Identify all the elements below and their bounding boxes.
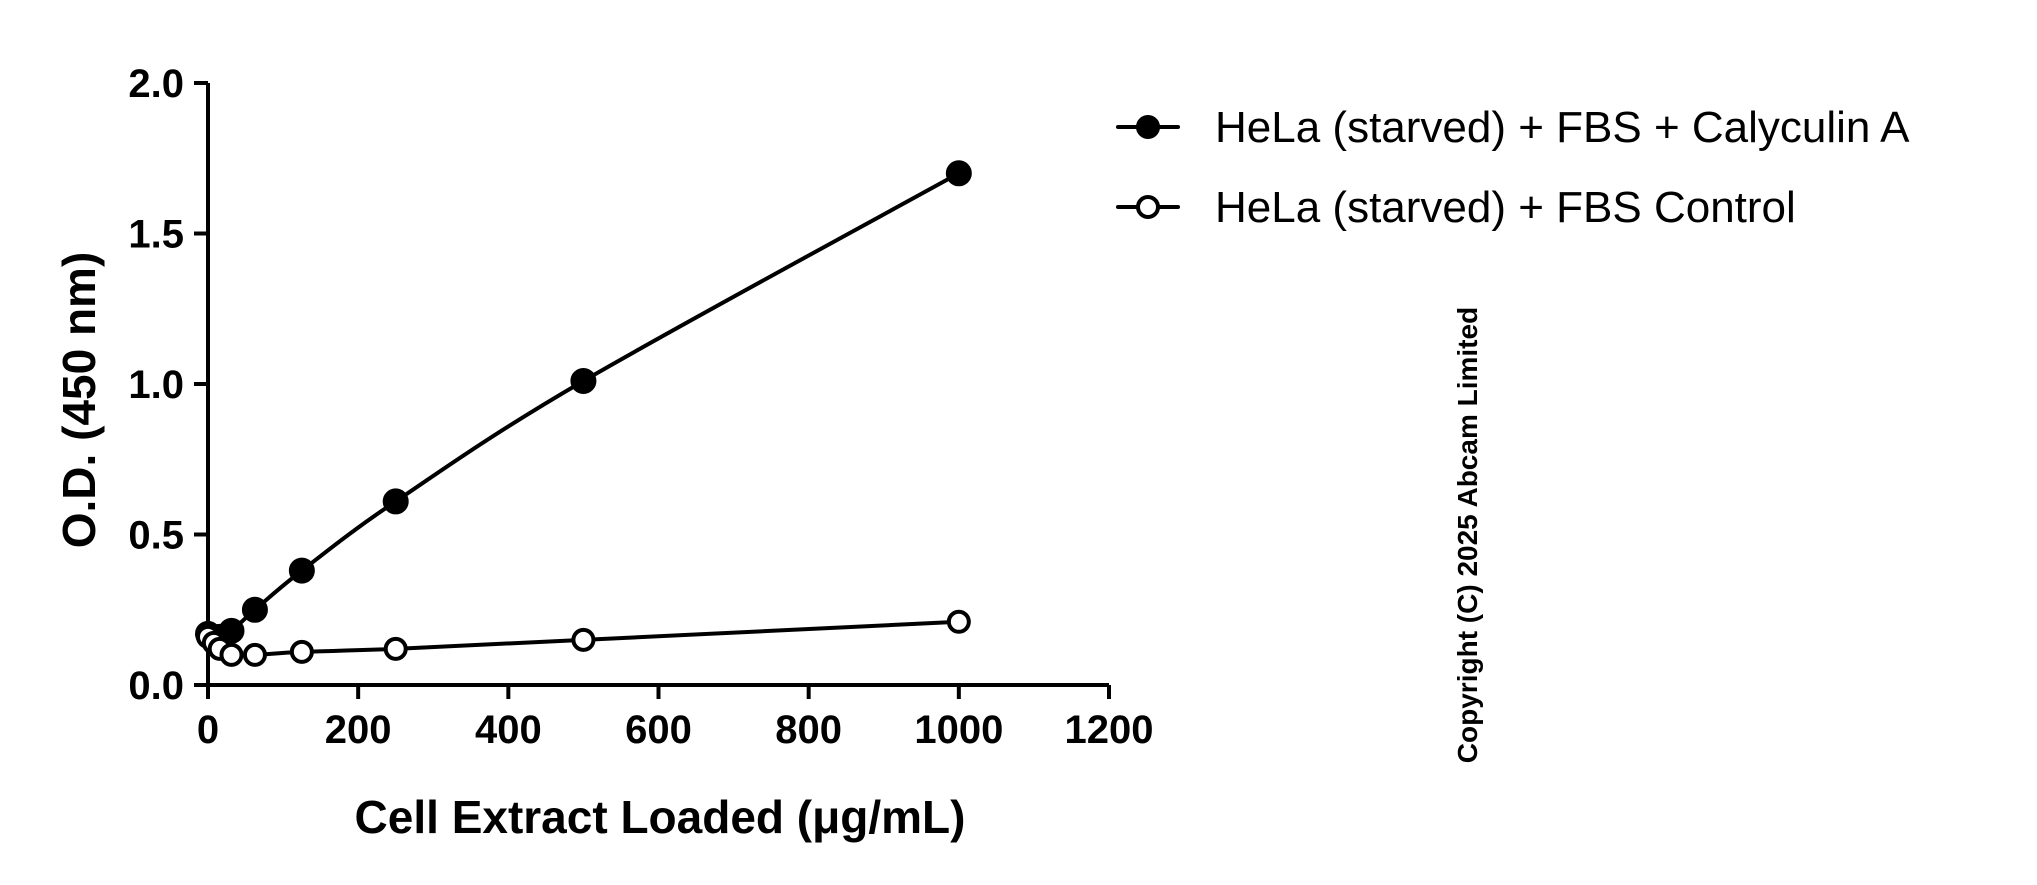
copyright-annotation: Copyright (C) 2025 Abcam Limited	[1452, 307, 1483, 763]
data-point	[288, 557, 315, 584]
series-2	[196, 609, 971, 667]
x-tick-label: 0	[197, 708, 219, 752]
data-point	[219, 642, 244, 667]
legend-entry-1: HeLa (starved) + FBS + Calyculin A	[1116, 103, 1910, 152]
legend-label-2: HeLa (starved) + FBS Control	[1215, 183, 1796, 232]
x-tick-label: 400	[475, 708, 542, 752]
data-point	[241, 596, 268, 623]
y-tick-label: 0.5	[128, 514, 184, 558]
y-tick-label: 1.5	[128, 213, 184, 257]
series-1	[195, 160, 972, 650]
data-point	[218, 617, 245, 644]
y-tick-label: 0.0	[128, 664, 184, 708]
x-axis-title: Cell Extract Loaded (μg/mL)	[355, 791, 966, 843]
legend-marker-open-circle	[1136, 195, 1160, 219]
x-tick-label: 200	[325, 708, 392, 752]
y-axis-title: O.D. (450 nm)	[53, 252, 105, 549]
data-point	[571, 627, 596, 652]
legend-marker-filled-circle	[1136, 115, 1160, 139]
data-point	[382, 488, 409, 515]
legend-entry-2: HeLa (starved) + FBS Control	[1116, 183, 1796, 232]
data-point	[945, 160, 972, 187]
series-line-1	[206, 171, 961, 640]
x-tick-label: 600	[625, 708, 692, 752]
data-point	[946, 609, 971, 634]
data-point	[242, 642, 267, 667]
y-tick-label: 2.0	[128, 62, 184, 106]
x-tick-label: 1000	[914, 708, 1003, 752]
plot-area	[206, 83, 1109, 687]
data-point	[289, 639, 314, 664]
y-tick-label: 1.0	[128, 363, 184, 407]
data-point	[570, 367, 597, 394]
series-layer	[195, 160, 972, 667]
data-point	[383, 636, 408, 661]
axis-ticks: 0.0 0.5 1.0 1.5 2.0 0 200 400 600 800 1000 1200	[128, 62, 1153, 752]
x-tick-label: 800	[775, 708, 842, 752]
x-tick-label: 1200	[1065, 708, 1154, 752]
legend: HeLa (starved) + FBS + Calyculin A HeLa …	[1116, 103, 1910, 232]
legend-label-1: HeLa (starved) + FBS + Calyculin A	[1215, 103, 1910, 152]
